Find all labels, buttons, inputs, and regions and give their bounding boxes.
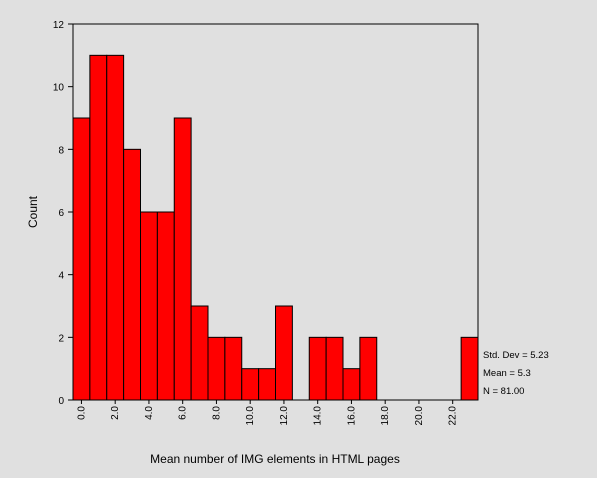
x-axis-title: Mean number of IMG elements in HTML page… xyxy=(150,452,400,466)
stat-n: N = 81.00 xyxy=(483,386,524,397)
x-tick-label: 22.0 xyxy=(448,406,459,426)
histogram-bar xyxy=(224,336,243,401)
y-tick-label: 12 xyxy=(53,20,65,31)
histogram-bar xyxy=(359,336,378,401)
bars-group xyxy=(72,54,479,401)
y-tick-label: 6 xyxy=(58,208,64,219)
x-axis-ticks: 0.0 2.0 4.0 6.0 8.0 10.0 12.0 14.0 16.0 18.0 20.0 2… xyxy=(76,400,459,426)
x-tick-label: 4.0 xyxy=(144,406,155,420)
histogram-bar xyxy=(258,368,276,401)
stat-mean: Mean = 5.3 xyxy=(483,368,531,379)
x-tick-label: 0.0 xyxy=(76,406,87,420)
histogram-bar xyxy=(140,211,158,401)
histogram-bar xyxy=(190,305,209,401)
y-tick-label: 4 xyxy=(58,271,64,282)
x-tick-label: 2.0 xyxy=(110,406,121,420)
histogram-bar xyxy=(173,117,192,401)
histogram-bar xyxy=(308,336,327,401)
histogram-bar xyxy=(156,211,175,401)
x-tick-label: 8.0 xyxy=(211,406,222,420)
y-axis-title: Count xyxy=(26,195,40,228)
y-tick-label: 8 xyxy=(58,145,64,156)
x-tick-label: 12.0 xyxy=(279,406,290,426)
histogram-bar xyxy=(325,336,344,401)
y-tick-label: 10 xyxy=(53,83,65,94)
histogram-bar xyxy=(241,368,260,401)
histogram-bar xyxy=(460,336,479,401)
x-tick-label: 16.0 xyxy=(346,406,357,426)
x-tick-label: 18.0 xyxy=(380,406,391,426)
x-tick-label: 14.0 xyxy=(313,406,324,426)
y-tick-label: 0 xyxy=(58,396,64,407)
histogram-bar xyxy=(72,117,91,401)
histogram-bar xyxy=(123,148,141,401)
y-axis-ticks: 0 2 4 6 8 10 12 xyxy=(53,20,73,407)
histogram-bar xyxy=(89,54,108,401)
x-tick-label: 20.0 xyxy=(414,406,425,426)
x-tick-label: 10.0 xyxy=(245,406,256,426)
histogram-bar xyxy=(275,305,293,401)
x-tick-label: 6.0 xyxy=(178,406,189,420)
histogram-bar xyxy=(106,54,125,401)
stat-std-dev: Std. Dev = 5.23 xyxy=(483,350,549,361)
histogram-bar xyxy=(207,336,226,401)
y-tick-label: 2 xyxy=(58,333,64,344)
histogram-bar xyxy=(342,368,361,401)
